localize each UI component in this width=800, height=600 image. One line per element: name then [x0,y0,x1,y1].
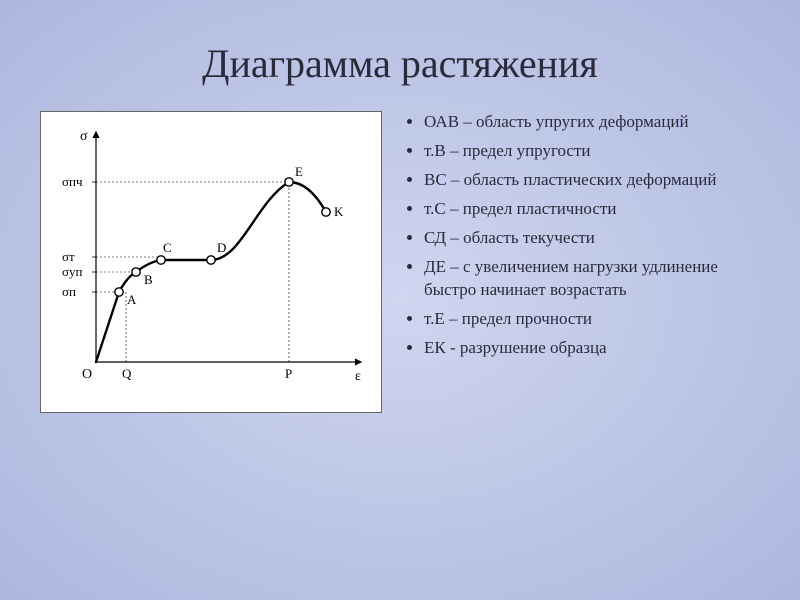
svg-text:A: A [127,292,137,307]
legend-item: т.В – предел упругости [424,140,760,163]
page-title: Диаграмма растяжения [40,40,760,87]
diagram-layer: σ ε Оσп σупσт σпч Q P AB C D E K [62,129,361,384]
legend-item: ОАВ – область упругих деформаций [424,111,760,134]
svg-text:E: E [295,164,303,179]
svg-text:σпч: σпч [62,174,83,189]
legend-item: СД – область текучести [424,227,760,250]
legend-item: т.С – предел пластичности [424,198,760,221]
legend-item: ВС – область пластических деформаций [424,169,760,192]
legend: ОАВ – область упругих деформаций т.В – пр… [402,111,760,560]
legend-item: т.Е – предел прочности [424,308,760,331]
svg-text:B: B [144,272,153,287]
svg-text:σуп: σуп [62,264,83,279]
svg-text:σ: σ [80,129,88,144]
svg-text:K: K [334,204,344,219]
legend-item: ЕК - разрушение образца [424,337,760,360]
svg-text:ε: ε [355,369,361,384]
diagram-svg: σ ε Оσп σупσт σпч Q P AB C D E K [41,112,381,412]
svg-text:О: О [82,367,92,382]
svg-text:C: C [163,240,172,255]
svg-text:P: P [285,366,292,381]
svg-text:D: D [217,240,226,255]
svg-text:σп: σп [62,284,76,299]
legend-list: ОАВ – область упругих деформаций т.В – пр… [402,111,760,359]
slide: Диаграмма растяжения σ ε Оσп σупσт σпч Q P AB C D… [0,0,800,600]
legend-item: ДЕ – с увеличением нагрузки удлинение бы… [424,256,760,302]
svg-text:Q: Q [122,366,132,381]
content-row: σ ε Оσп σупσт σпч Q P AB C D E K ОАВ – область упру… [40,111,760,560]
stress-strain-figure: σ ε Оσп σупσт σпч Q P AB C D E K [40,111,382,413]
svg-text:σт: σт [62,249,75,264]
